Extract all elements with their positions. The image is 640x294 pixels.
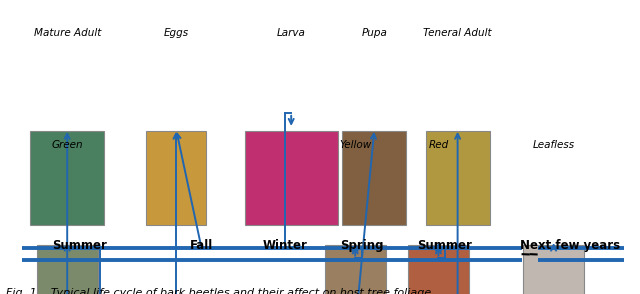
Text: Summer: Summer [417, 239, 472, 252]
Bar [31, 131, 104, 225]
Text: Larva: Larva [276, 28, 306, 38]
Text: Yellow: Yellow [339, 140, 371, 150]
Text: Teneral Adult: Teneral Adult [423, 28, 492, 38]
Bar [244, 131, 338, 225]
Text: Green: Green [51, 140, 83, 150]
Text: Mature Adult: Mature Adult [33, 28, 101, 38]
Text: Winter: Winter [262, 239, 307, 252]
Text: Red: Red [428, 140, 449, 150]
Text: Eggs: Eggs [163, 28, 189, 38]
Bar [426, 131, 490, 225]
Bar [37, 245, 97, 294]
Bar [325, 245, 386, 294]
Bar [342, 131, 406, 225]
Text: Summer: Summer [52, 239, 108, 252]
Text: Leafless: Leafless [532, 140, 575, 150]
Text: Pupa: Pupa [362, 28, 387, 38]
Bar [524, 245, 584, 294]
Text: Fall: Fall [190, 239, 213, 252]
Bar [408, 245, 469, 294]
Text: Next few years: Next few years [520, 239, 620, 252]
Text: Spring: Spring [340, 239, 383, 252]
Bar [146, 131, 206, 225]
Text: Fig. 1.   Typical life cycle of bark beetles and their affect on host tree folia: Fig. 1. Typical life cycle of bark beetl… [6, 288, 431, 294]
